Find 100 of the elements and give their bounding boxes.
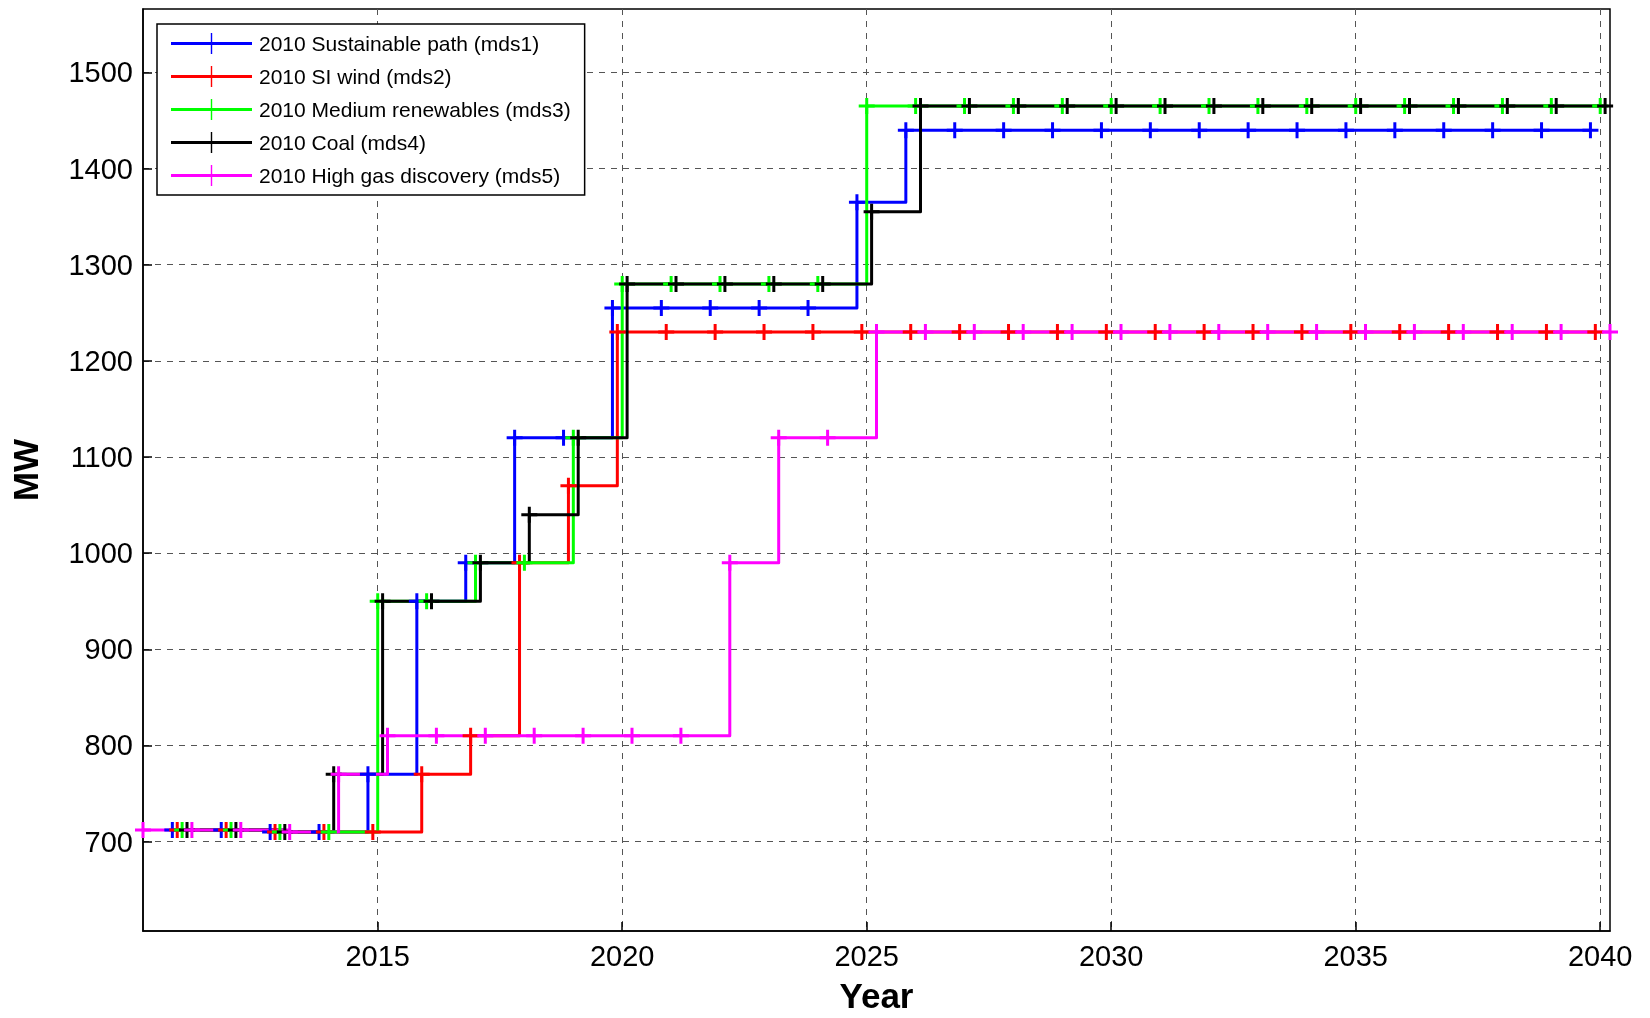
point: [1386, 122, 1403, 139]
point: [428, 727, 445, 744]
y-tick-label: 900: [84, 633, 133, 666]
point: [995, 122, 1012, 139]
point: [413, 766, 430, 783]
point: [604, 300, 621, 316]
point: [902, 324, 919, 341]
point: [848, 194, 865, 211]
point: [765, 275, 782, 292]
point: [672, 727, 689, 744]
point: [814, 275, 831, 292]
point: [1108, 98, 1125, 115]
point: [232, 822, 249, 839]
point: [1015, 324, 1032, 341]
legend-label: 2010 Coal (mds4): [259, 131, 426, 154]
point: [1064, 324, 1081, 341]
point: [364, 823, 381, 840]
x-tick-label: 2040: [1567, 939, 1633, 972]
point: [1161, 324, 1178, 341]
point: [946, 122, 963, 139]
point: [1245, 324, 1262, 341]
point: [183, 822, 200, 839]
point: [1406, 324, 1423, 341]
point: [516, 554, 533, 571]
point: [1597, 98, 1614, 115]
point: [609, 324, 626, 341]
point: [374, 593, 391, 610]
point: [477, 727, 494, 744]
point: [819, 429, 836, 446]
point: [1059, 98, 1076, 115]
point: [560, 477, 577, 494]
x-tick-label: 2025: [834, 939, 899, 972]
point: [1254, 98, 1271, 115]
point: [330, 766, 347, 783]
point: [658, 324, 675, 341]
point: [721, 554, 738, 571]
point: [359, 766, 376, 783]
x-tick-label: 2030: [1078, 939, 1144, 972]
legend-label: 2010 Sustainable path (mds1): [259, 32, 540, 55]
y-tick-label: 800: [84, 729, 133, 762]
point: [1342, 324, 1359, 341]
point: [1582, 122, 1599, 139]
point: [1210, 324, 1227, 341]
point: [1044, 122, 1061, 139]
legend-label: 2010 High gas discovery (mds5): [259, 164, 561, 187]
point: [1191, 122, 1208, 139]
point: [917, 324, 934, 341]
point: [1142, 122, 1159, 139]
point: [858, 98, 875, 115]
point: [1602, 324, 1618, 341]
point: [1499, 98, 1516, 115]
point: [1548, 98, 1565, 115]
x-tick-label: 2015: [345, 939, 410, 972]
point: [668, 275, 685, 292]
point: [462, 727, 479, 744]
point: [575, 727, 592, 744]
point: [1538, 324, 1555, 341]
point: [1308, 324, 1325, 341]
point: [1303, 98, 1320, 115]
point: [966, 324, 983, 341]
point: [1240, 122, 1257, 139]
y-tick-label: 1500: [68, 56, 133, 89]
legend-label: 2010 SI wind (mds2): [259, 65, 452, 88]
point: [1504, 324, 1521, 341]
point: [472, 554, 489, 571]
point: [135, 822, 151, 839]
point: [702, 300, 719, 316]
point: [804, 324, 821, 341]
point: [961, 98, 978, 115]
point: [1489, 324, 1506, 341]
point: [1391, 324, 1408, 341]
point: [1157, 98, 1174, 115]
point: [707, 324, 724, 341]
point: [1587, 324, 1604, 341]
point: [1289, 122, 1306, 139]
point: [1205, 98, 1222, 115]
legend-label: 2010 Medium renewables (mds3): [259, 98, 571, 121]
point: [1000, 324, 1017, 341]
point: [526, 727, 543, 744]
point: [751, 300, 768, 316]
point: [1010, 98, 1027, 115]
point: [1113, 324, 1129, 341]
point: [1357, 324, 1374, 341]
point: [570, 429, 587, 446]
point: [770, 429, 787, 446]
point: [624, 727, 640, 744]
point: [1049, 324, 1066, 341]
x-tick-label: 2020: [589, 939, 655, 972]
point: [1553, 324, 1570, 341]
point: [281, 823, 298, 840]
point: [423, 593, 440, 610]
point: [1352, 98, 1369, 115]
point: [800, 300, 817, 316]
point: [1259, 324, 1276, 341]
point: [1196, 324, 1213, 341]
point: [1293, 324, 1310, 341]
point: [951, 324, 968, 341]
point: [1484, 122, 1501, 139]
point: [756, 324, 773, 341]
point: [1093, 122, 1110, 139]
